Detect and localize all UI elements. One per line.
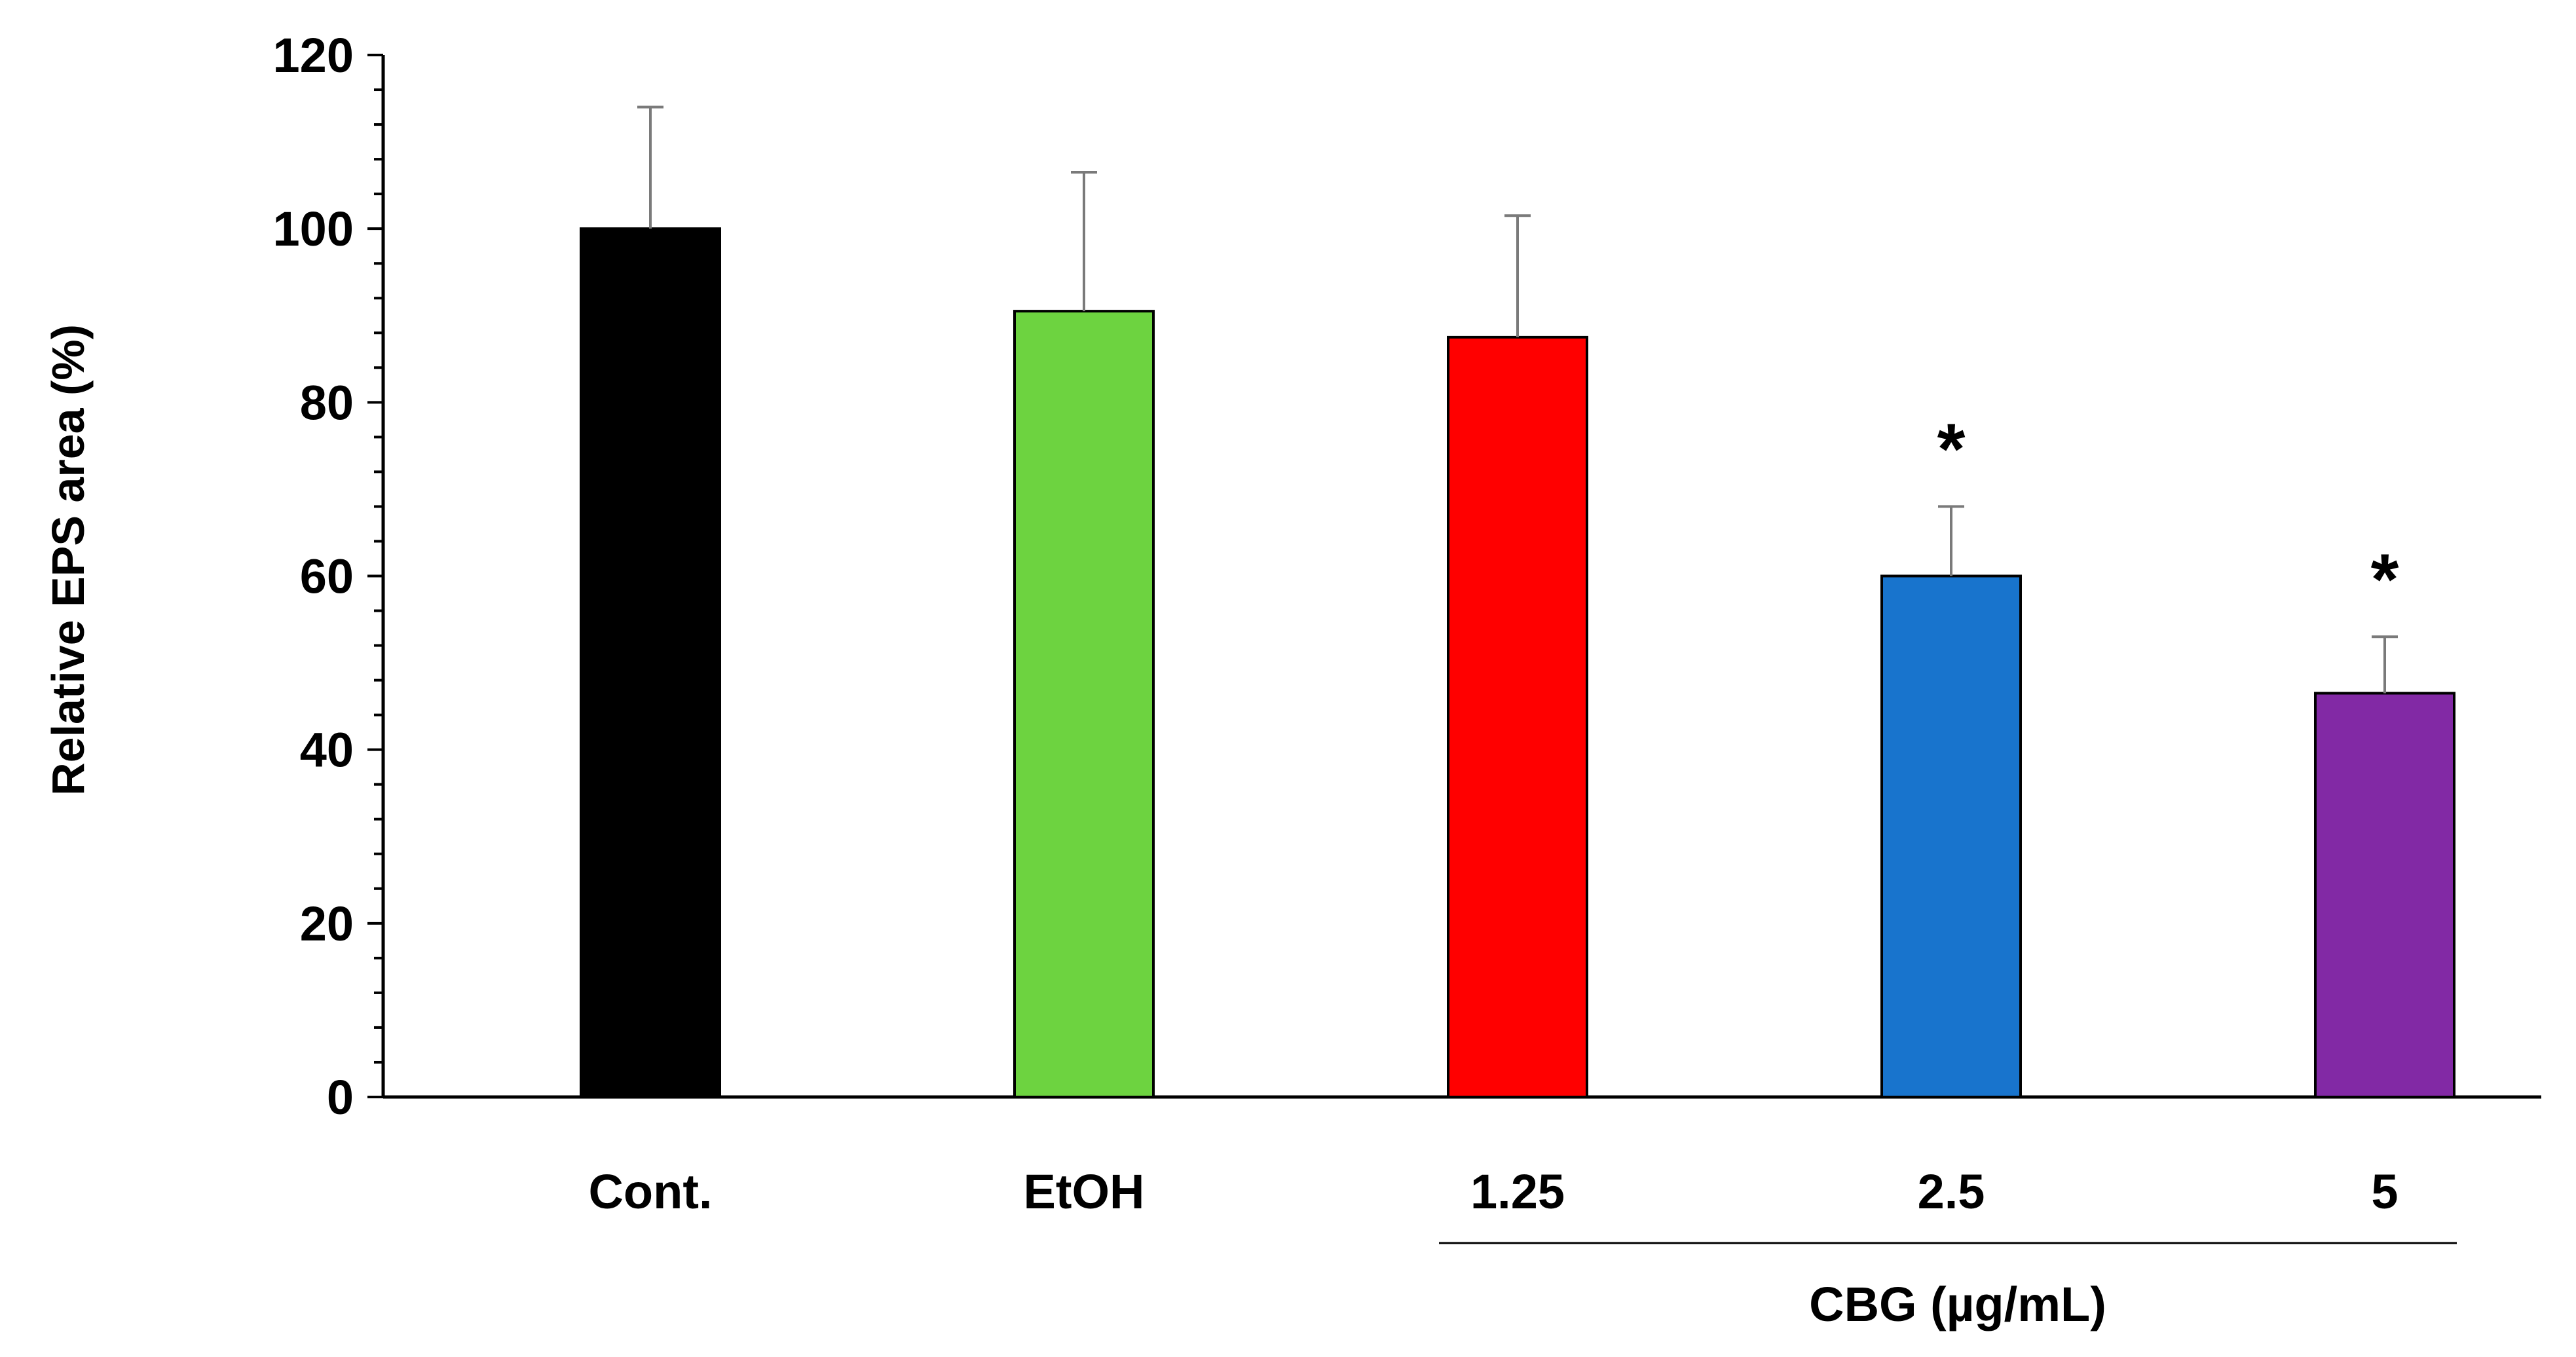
labels: 0 20 40 60 80 100 120 Cont. EtOH 1.25 2.5 * 5 *	[273, 28, 2399, 1219]
bar-4	[1880, 574, 2022, 1098]
y-tick-label: 0	[327, 1070, 354, 1125]
bar-1	[580, 227, 721, 1099]
significance-marker: *	[1937, 409, 1966, 489]
x-tick-label: 2.5	[1918, 1164, 1985, 1219]
group-label: CBG (µg/mL)	[1809, 1277, 2106, 1331]
x-tick-label: Cont.	[588, 1164, 712, 1219]
y-tick-label: 40	[300, 723, 354, 777]
x-tick-label: 5	[2371, 1164, 2398, 1219]
y-tick-label: 80	[300, 375, 354, 430]
bar-3	[1447, 335, 1588, 1098]
bar-2	[1013, 310, 1155, 1098]
y-tick-label: 60	[300, 549, 354, 604]
bar-5	[2314, 692, 2455, 1099]
y-tick-label: 120	[273, 28, 354, 83]
x-tick-label: EtOH	[1024, 1164, 1145, 1219]
x-tick-label: 1.25	[1470, 1164, 1565, 1219]
bars	[580, 105, 2455, 1099]
y-axis-title: Relative EPS area (%)	[43, 324, 94, 796]
y-tick-label: 100	[273, 202, 354, 256]
y-tick-label: 20	[300, 897, 354, 951]
significance-marker: *	[2371, 539, 2399, 620]
